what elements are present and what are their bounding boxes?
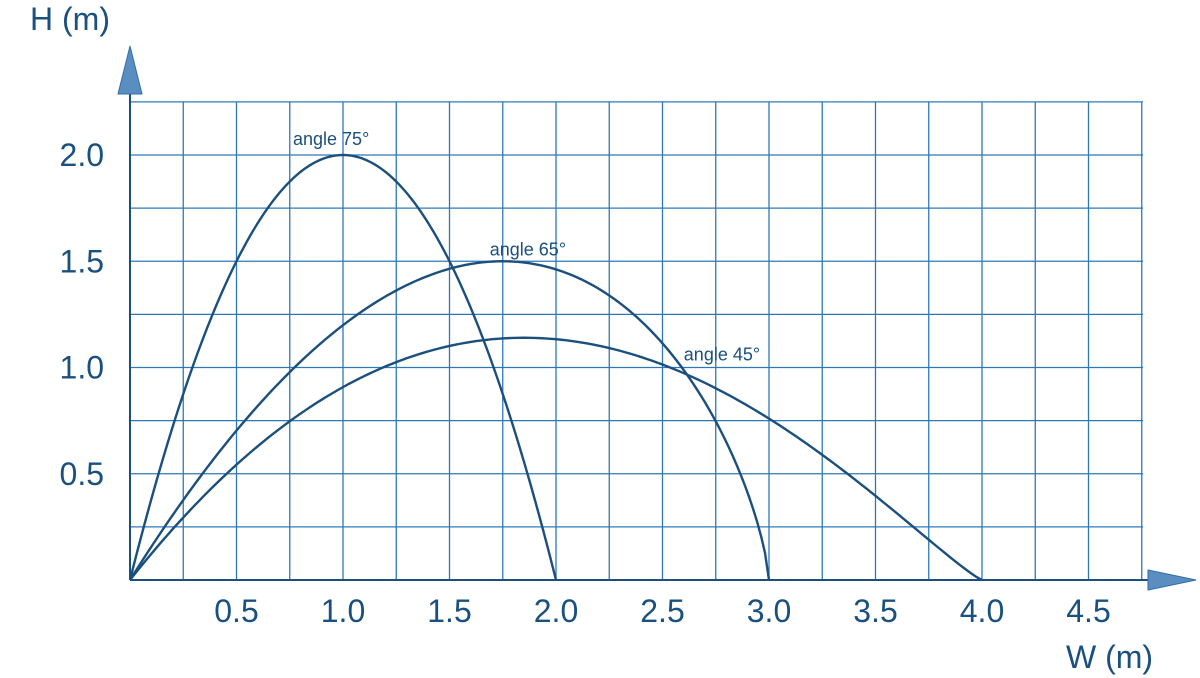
x-tick-label: 4.5 [1066,593,1110,629]
x-tick-label: 2.5 [640,593,684,629]
grid [130,101,1143,580]
x-tick-label: 4.0 [960,593,1004,629]
x-tick-label: 3.5 [853,593,897,629]
trajectory-curve [128,153,558,581]
y-axis-title: H (m) [30,1,110,37]
labels: angle 75° angle 65° angle 45° [293,129,760,365]
x-tick-label: 3.0 [747,593,791,629]
x-tick-label: 1.5 [427,593,471,629]
curves [128,153,983,582]
x-tick-label: 2.0 [534,593,578,629]
y-tick-label: 0.5 [60,456,104,492]
series-label: angle 75° [293,129,369,149]
x-axis-title: W (m) [1066,639,1153,675]
y-tick-label: 2.0 [60,137,104,173]
y-axis-arrow-icon [117,45,143,95]
x-tick-label: 1.0 [321,593,365,629]
axes: 0.5 1.0 1.5 2.0 2.5 3.0 3.5 4.0 4.5 0.5 1.0 1.5 2.0 [60,45,1197,629]
series-label: angle 65° [490,239,566,259]
series-label: angle 45° [684,345,760,365]
trajectory-curve [128,260,771,581]
x-tick-label: 0.5 [214,593,258,629]
y-tick-label: 1.5 [60,243,104,279]
x-axis-arrow-icon [1147,569,1197,591]
trajectory-curve [129,336,983,582]
y-tick-label: 1.0 [60,350,104,386]
